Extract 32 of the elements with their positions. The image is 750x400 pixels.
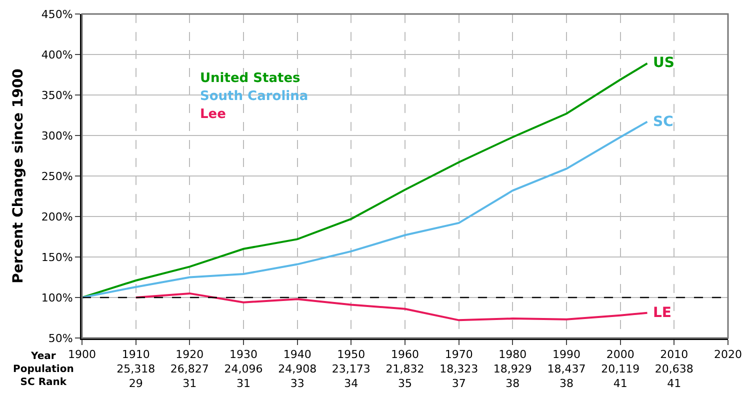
y-tick-label: 400%	[41, 48, 73, 62]
x-tick-label: 2000 20,119 41	[601, 348, 640, 390]
y-tick-label: 50%	[48, 332, 73, 345]
x-tick-label: 1960 21,832 35	[386, 348, 424, 390]
line-series	[82, 120, 648, 298]
annotation: SC	[653, 114, 674, 130]
y-tick-label: 300%	[41, 129, 73, 142]
y-tick-label: 200%	[41, 210, 73, 224]
y-tick-label: 150%	[41, 250, 73, 264]
x-tick-label: 1900	[68, 348, 96, 362]
x-tick-label: 2010 20,638 41	[654, 348, 694, 390]
line-series	[82, 62, 648, 298]
text: South Carolina	[200, 89, 308, 104]
x-tick-label: 1920 26,827 31	[170, 348, 209, 390]
y-tick-label: 250%	[41, 170, 73, 183]
x-tick-label: 1980 18,929 38	[493, 348, 532, 390]
y-tick-label: 450%	[41, 8, 73, 21]
x-tick-label: 1940 24,908 33	[278, 348, 317, 390]
y-axis-title: Percent Change since 1900	[10, 68, 26, 284]
annotation: LE	[653, 305, 672, 321]
line-series	[134, 292, 648, 322]
text: Lee	[200, 107, 226, 122]
annotation: US	[653, 55, 674, 71]
text: United States	[200, 71, 301, 86]
x-tick-label: 1930 24,096 31	[224, 348, 263, 390]
x-tick-label: 1990 18,437 38	[547, 348, 586, 390]
x-tick-label: 1910 25,318 29	[116, 348, 156, 390]
y-tick-label: 100%	[41, 291, 73, 304]
x-tick-label: 2020	[714, 348, 742, 362]
y-tick-label: 350%	[41, 88, 73, 102]
x-tick-label: 1950 23,173 34	[332, 348, 370, 390]
x-tick-label: 1970 18,323 37	[440, 348, 478, 390]
